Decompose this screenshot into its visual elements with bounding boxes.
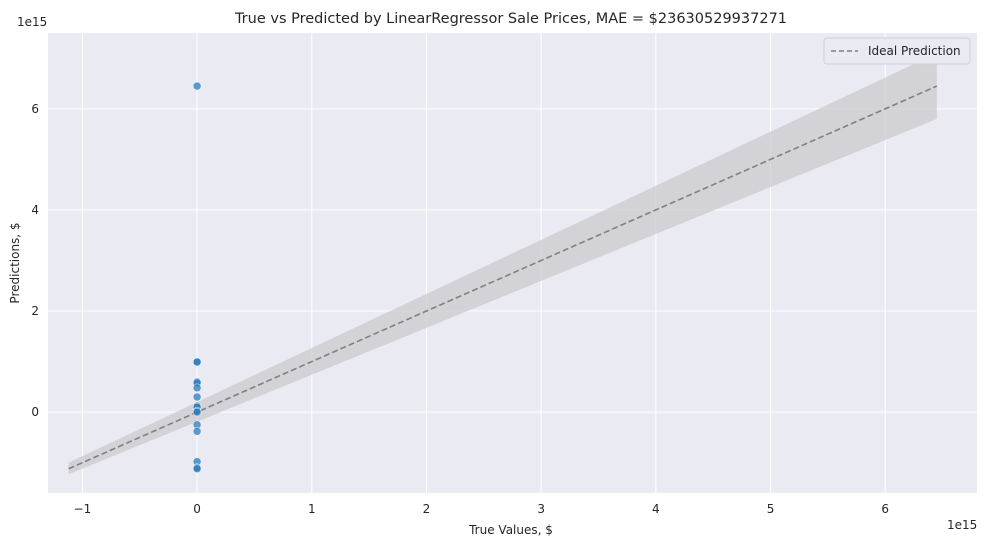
legend-box <box>823 37 971 65</box>
scatter-point <box>192 81 202 91</box>
x-tick-label: 1 <box>308 502 316 516</box>
x-tick-label: 3 <box>537 502 545 516</box>
x-tick-label: −1 <box>74 502 92 516</box>
x-tick-label: 2 <box>423 502 431 516</box>
x-axis-label: True Values, $ <box>468 523 553 537</box>
y-axis-label: Predictions, $ <box>8 222 22 303</box>
ideal-line-group <box>68 85 938 470</box>
y-tick-label: 0 <box>31 405 39 419</box>
scatter-point <box>192 407 202 417</box>
scatter-point <box>192 427 202 436</box>
confidence-band <box>68 53 937 475</box>
x-tick-label: 0 <box>193 502 201 516</box>
x-tick-label: 5 <box>767 502 775 516</box>
legend-label-ideal-prediction: Ideal Prediction <box>868 44 961 58</box>
x-offset-label: 1e15 <box>947 518 977 532</box>
scatter-point <box>192 357 202 367</box>
y-tick-labels: 0 2 4 6 <box>31 102 39 419</box>
scatter-point <box>192 392 202 402</box>
x-tick-labels: −1 0 1 2 3 4 5 6 <box>74 502 890 516</box>
ideal-prediction-line <box>68 85 938 470</box>
scatter-point <box>192 464 202 473</box>
confidence-band-group <box>68 53 937 475</box>
x-tick-label: 6 <box>881 502 889 516</box>
y-tick-label: 2 <box>31 304 39 318</box>
scatter-point <box>192 383 202 393</box>
y-offset-label: 1e15 <box>17 15 47 29</box>
x-tick-label: 4 <box>652 502 660 516</box>
chart-title: True vs Predicted by LinearRegressor Sal… <box>234 11 787 27</box>
scatter-points <box>192 81 202 473</box>
y-tick-label: 6 <box>31 102 39 116</box>
y-tick-label: 4 <box>31 203 39 217</box>
legend: Ideal Prediction <box>823 37 971 65</box>
